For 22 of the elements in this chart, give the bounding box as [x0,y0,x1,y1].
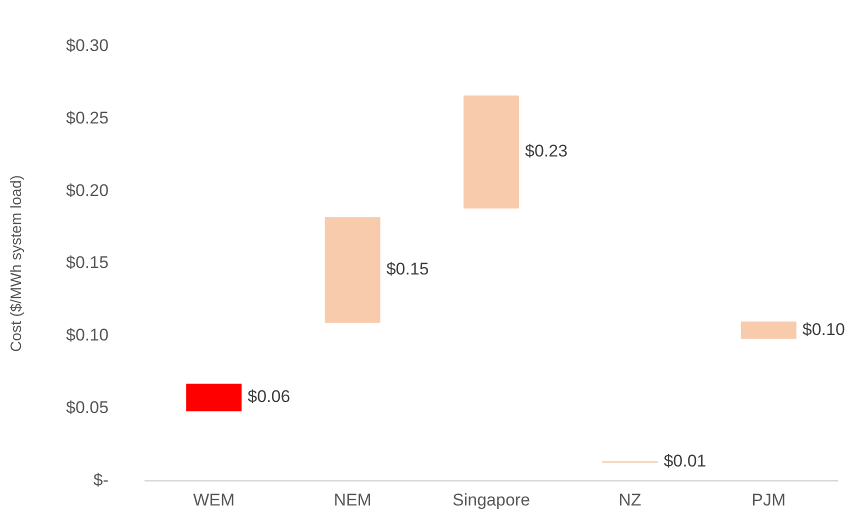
y-tick-label: $- [93,470,109,490]
annotation: $0.23 [525,142,568,161]
y-tick-label: $0.05 [66,398,109,418]
annotation: $0.06 [248,387,290,406]
annotation: $0.10 [802,320,845,339]
x-tick-label: NEM [334,490,372,510]
bar [186,384,242,412]
bar [324,217,380,323]
bar [464,95,520,208]
y-tick-label: $0.10 [66,326,109,345]
x-tick-label: NZ [618,490,642,510]
annotation: $0.15 [386,260,429,279]
x-tick-label: WEM [193,490,235,510]
y-tick-label: $0.25 [66,108,109,128]
x-tick-label: PJM [752,490,786,510]
annotation: $0.01 [664,452,706,471]
bar [740,321,796,339]
x-tick-label: Singapore [452,490,530,510]
y-tick-label: $0.15 [66,253,109,272]
y-axis-title: Cost ($/MWh system load) [8,175,26,352]
y-tick-label: $0.30 [66,36,109,55]
y-tick-label: $0.20 [66,180,109,200]
